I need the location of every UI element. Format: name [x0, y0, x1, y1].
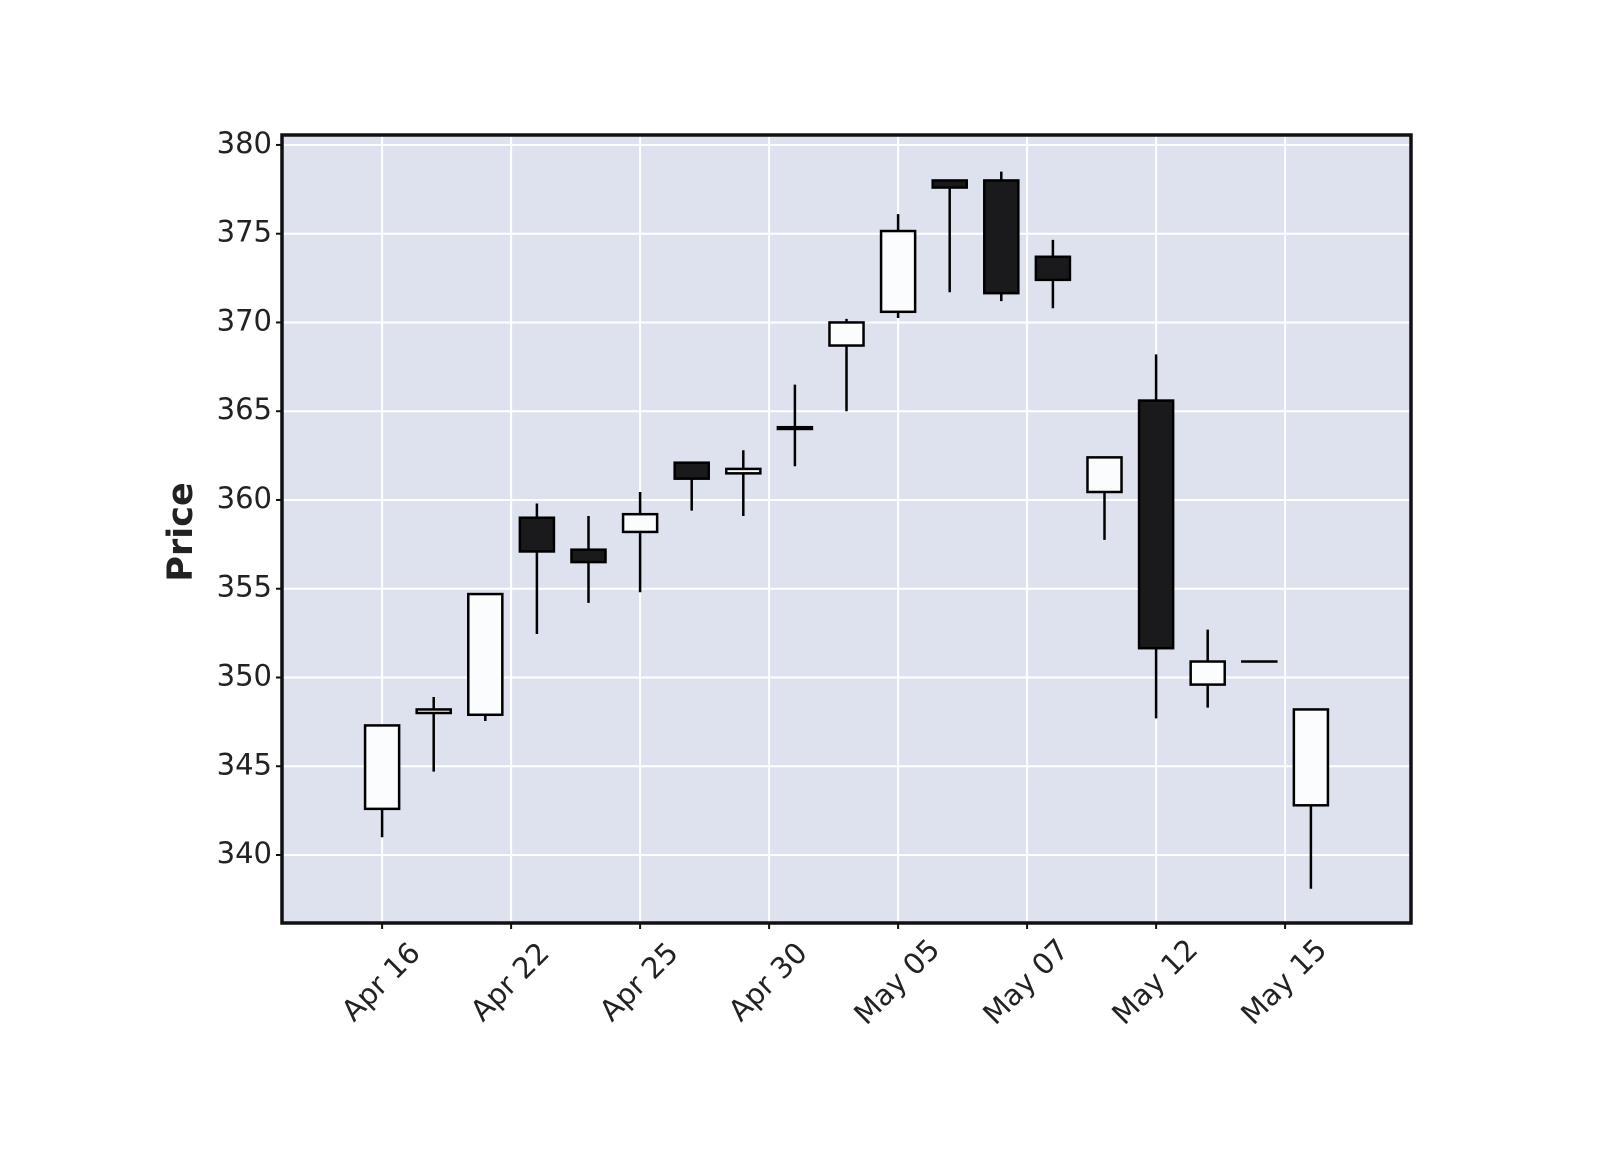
y-tick-label: 380: [217, 126, 272, 160]
plot-frame: [280, 133, 1413, 925]
y-tick-label: 360: [217, 481, 272, 515]
plot-area: [282, 135, 1411, 923]
plot-layer: [282, 135, 1411, 923]
candle-body: [983, 179, 1020, 295]
candle-body: [725, 467, 762, 475]
x-tick-label: Apr 25: [593, 936, 685, 1028]
x-tick-label: May 15: [1234, 932, 1333, 1031]
y-tick-label: 365: [217, 392, 272, 426]
y-tick-label: 350: [217, 658, 272, 692]
candle-body: [1034, 255, 1072, 282]
x-tick-label: Apr 30: [722, 936, 814, 1028]
candle-body: [1292, 708, 1330, 807]
candle-body: [415, 708, 452, 715]
x-tick-label: May 12: [1105, 932, 1204, 1031]
x-tick-label: May 07: [976, 932, 1075, 1031]
candle-body: [1189, 660, 1226, 686]
candle-body: [363, 724, 401, 811]
candle-body: [467, 592, 504, 717]
candle-body: [518, 516, 556, 553]
y-tick-label: 345: [217, 747, 272, 781]
candle-body: [673, 461, 710, 480]
candle-body: [621, 512, 659, 534]
x-tick-label: May 05: [847, 932, 946, 1031]
y-tick-label: 340: [217, 836, 272, 870]
candle-body: [879, 229, 917, 314]
y-tick-label: 375: [217, 215, 272, 249]
candle-body: [828, 321, 865, 347]
y-tick-label: 370: [217, 303, 272, 337]
candle-body: [931, 179, 968, 189]
candle-body: [1086, 456, 1123, 494]
candle-body: [1137, 399, 1175, 650]
candle-body: [570, 548, 607, 564]
x-tick-label: Apr 16: [335, 936, 427, 1028]
y-axis-label: Price: [161, 482, 201, 581]
x-tick-label: Apr 22: [464, 936, 556, 1028]
candle-body: [776, 425, 814, 431]
y-tick-label: 355: [217, 570, 272, 604]
